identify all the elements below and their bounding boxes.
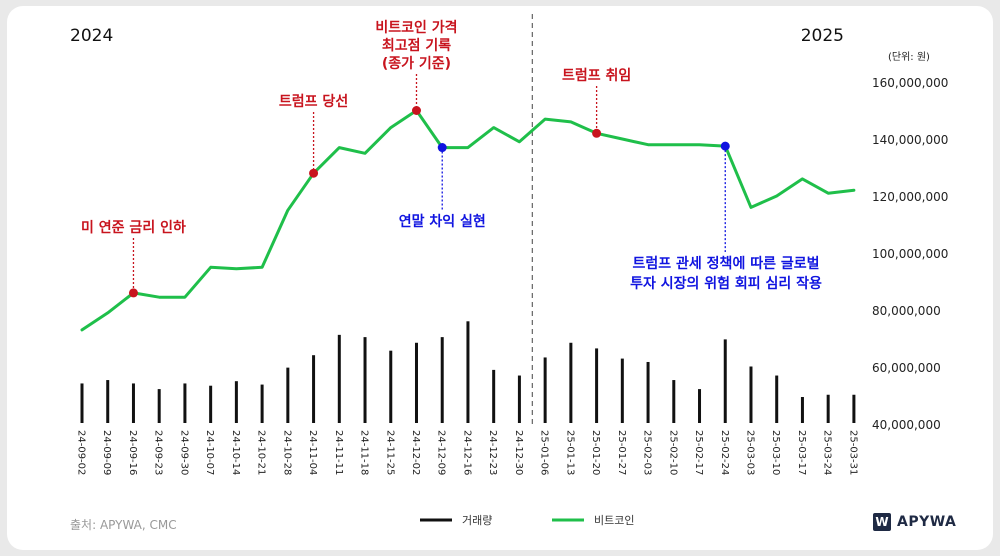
x-tick-label: 24-09-30 [178,430,189,475]
legend-label-bitcoin: 비트코인 [594,514,634,527]
annotation-label: 연말 차익 실현 [399,213,486,230]
volume-bar [775,375,779,423]
volume-bar [569,342,573,423]
brand-name: APYWA [897,514,957,530]
x-tick-label: 24-12-30 [513,430,524,475]
x-tick-label: 25-03-24 [822,430,833,475]
legend-label-volume: 거래량 [462,514,492,527]
annotation-label: 최고점 기록 [382,37,451,54]
y-tick-label: 100,000,000 [872,247,948,261]
volume-bar [646,361,650,423]
year-label-right: 2025 [801,26,844,46]
x-tick-label: 25-03-03 [744,430,755,475]
volume-bar [209,385,213,423]
x-tick-label: 24-11-18 [359,430,370,475]
x-tick-label: 25-03-10 [770,430,781,475]
annotation-point [309,168,319,178]
source-text: 출처: APYWA, CMC [70,518,177,532]
chart-card [7,6,993,550]
brand: W APYWA [873,513,956,531]
x-tick-label: 24-10-28 [281,430,292,475]
x-tick-label: 24-10-14 [230,430,241,475]
brand-logo-icon: W [873,513,891,531]
x-tick-label: 24-11-04 [307,430,318,475]
x-tick-label: 24-12-23 [487,430,498,475]
volume-bar [620,358,624,423]
x-tick-label: 25-02-10 [667,430,678,475]
volume-bar [312,355,316,423]
y-tick-label: 60,000,000 [872,361,941,375]
x-tick-label: 24-09-09 [101,430,112,475]
volume-bar [80,383,84,423]
x-tick-label: 24-12-09 [436,430,447,475]
x-tick-label: 25-02-24 [719,430,730,475]
volume-bar [131,383,135,423]
volume-bar [234,381,238,423]
y-tick-label: 40,000,000 [872,418,941,432]
volume-bar [672,380,676,423]
volume-bar [492,369,496,423]
x-tick-label: 25-01-27 [616,430,627,475]
annotation-label: 트럼프 관세 정책에 따른 글로벌 [633,255,820,272]
volume-bar [106,380,110,423]
volume-bar [286,367,290,423]
x-tick-label: 24-10-21 [256,430,267,475]
x-tick-label: 25-02-17 [693,430,704,475]
x-tick-label: 24-11-25 [384,430,395,475]
annotation-point [128,288,138,298]
x-tick-label: 24-12-16 [461,430,472,475]
volume-bar [517,375,521,423]
annotation-label: 트럼프 당선 [279,93,348,110]
volume-bar [414,342,418,423]
volume-bar [363,337,367,423]
annotation-point [411,106,421,115]
y-tick-label: 120,000,000 [872,190,948,204]
x-tick-label: 25-01-13 [564,430,575,475]
y-tick-label: 80,000,000 [872,304,941,318]
annotation-point [720,141,730,151]
x-tick-label: 24-11-11 [333,430,344,475]
x-tick-label: 25-01-06 [539,430,550,475]
annotation-label: 미 연준 금리 인하 [81,219,186,236]
x-tick-label: 25-03-31 [847,430,858,475]
y-tick-label: 140,000,000 [872,133,948,147]
x-tick-label: 25-03-17 [796,430,807,475]
volume-bar [595,348,599,423]
annotation-point [437,143,447,153]
volume-bar [337,334,341,423]
annotation-label: (종가 기준) [382,56,451,72]
volume-bar [466,321,470,423]
annotation-label: 트럼프 취임 [562,68,631,84]
x-tick-label: 24-12-02 [410,430,421,475]
volume-bar [852,394,856,423]
volume-bar [749,366,753,423]
annotation-point [592,128,602,138]
volume-bar [440,337,444,423]
x-tick-label: 24-10-07 [204,430,215,475]
x-tick-label: 24-09-16 [127,430,138,475]
volume-bar [723,339,727,423]
volume-bar [260,384,264,423]
x-tick-label: 24-09-23 [153,430,164,475]
volume-bar [157,389,161,423]
year-label-left: 2024 [70,26,113,46]
volume-bar [800,397,804,423]
volume-bar [389,350,393,423]
volume-bar [826,394,830,423]
y-tick-label: 160,000,000 [872,76,948,90]
volume-bar [183,383,187,423]
x-tick-label: 25-01-20 [590,430,601,475]
volume-bar [543,357,547,423]
annotation-label: 비트코인 가격 [375,19,457,36]
unit-label: (단위: 원) [888,50,930,63]
annotation-label: 투자 시장의 위험 회피 심리 작용 [630,275,822,292]
volume-bar [698,389,702,423]
x-tick-label: 24-09-02 [76,430,87,475]
x-tick-label: 25-02-03 [642,430,653,475]
